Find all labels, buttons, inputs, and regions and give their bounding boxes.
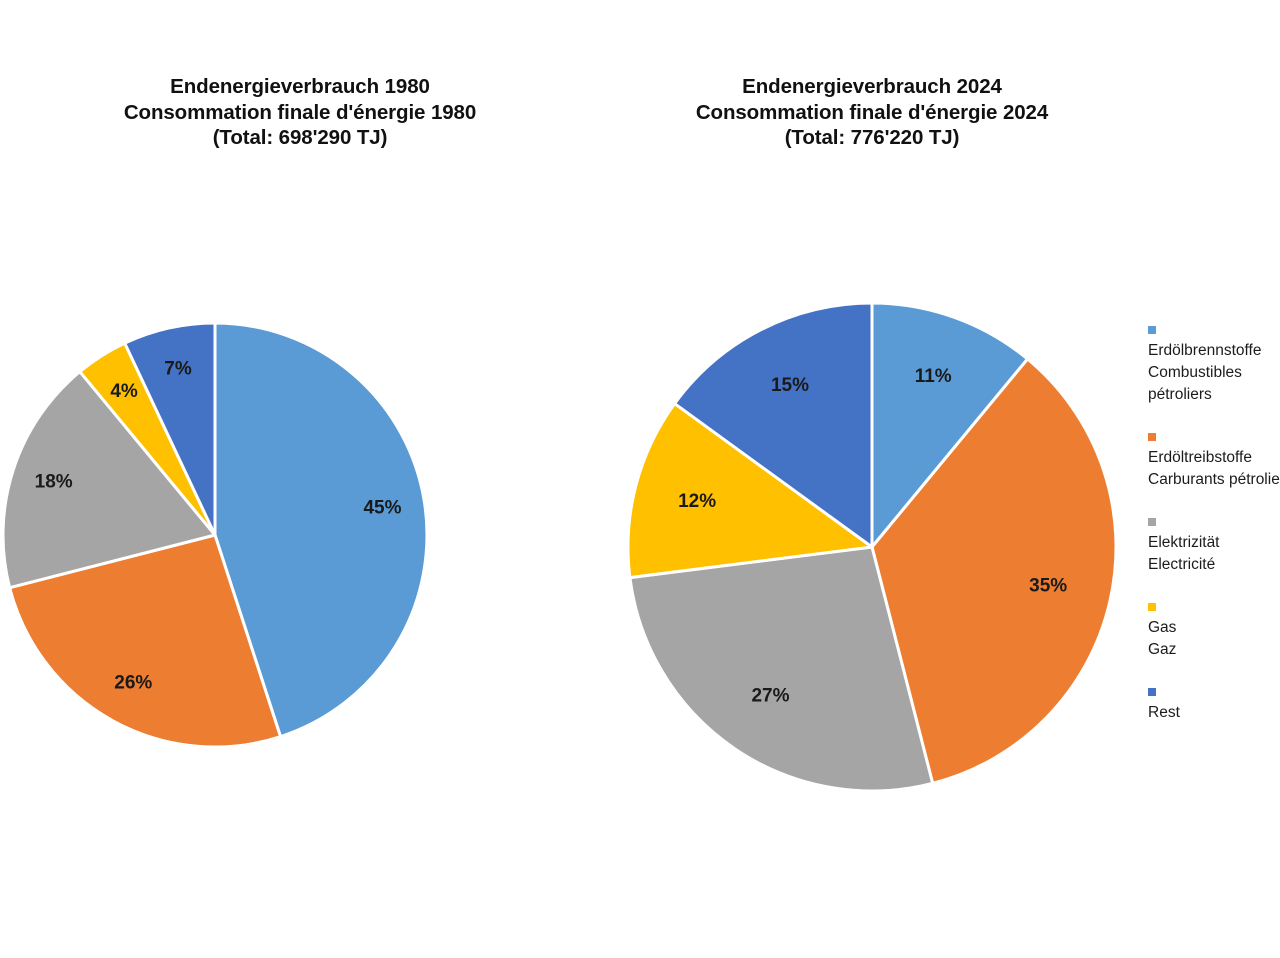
legend-item-label-line: Gaz	[1148, 641, 1177, 658]
legend-item-label: Elektrizität Electricité	[1148, 512, 1280, 576]
legend-item[interactable]: Rest	[1148, 680, 1280, 724]
pie-slice-label: 26%	[114, 673, 152, 694]
legend-swatch-icon	[1148, 688, 1156, 696]
pie-slice	[8, 533, 283, 749]
legend-item[interactable]: Erdöltreibstoffe Carburants pétroliers	[1148, 425, 1280, 491]
chart-title-2024: Endenergieverbrauch 2024 Consommation fi…	[602, 74, 1142, 151]
pie-slice	[626, 402, 874, 580]
chart-title-2024-line-fr: Consommation finale d'énergie 2024	[695, 100, 1049, 124]
chart-title-1980-line-fr: Consommation finale d'énergie 1980	[123, 100, 477, 124]
chart-title-2024-line-de: Endenergieverbrauch 2024	[742, 75, 1002, 98]
pie-slice-label: 11%	[915, 366, 952, 387]
legend-item[interactable]: Erdölbrennstoffe Combustibles pétroliers	[1148, 318, 1280, 406]
pie-slice-label: 35%	[1029, 575, 1067, 596]
legend-swatch-icon	[1148, 518, 1156, 526]
legend-item-label-line: Electricité	[1148, 556, 1216, 573]
legend-item-label-line: Elektrizität	[1148, 534, 1220, 551]
legend-item-label-line: Carburants pétroliers	[1148, 471, 1280, 488]
legend-item-label: Erdöltreibstoffe Carburants pétroliers	[1148, 427, 1280, 491]
pie-slice-label: 7%	[164, 359, 192, 380]
legend-item[interactable]: Gas Gaz	[1148, 595, 1280, 661]
pie-slice-label: 45%	[363, 498, 401, 519]
pie-chart-2024: 11% 35% 27% 12% 15%	[592, 267, 1152, 827]
chart-title-1980-line-total: (Total: 698'290 TJ)	[212, 126, 388, 149]
pie-slice-label: 27%	[751, 685, 789, 706]
pie-chart-1980-svg: 45% 26% 18% 4% 7%	[1, 321, 429, 749]
pie-slice	[870, 301, 1030, 549]
legend-swatch-icon	[1148, 433, 1156, 441]
chart-legend: Erdölbrennstoffe Combustibles pétroliers Er…	[1148, 318, 1280, 724]
legend-item-label-line: Gas	[1148, 619, 1177, 636]
pie-slice-label: 15%	[771, 375, 809, 396]
legend-swatch-icon	[1148, 326, 1156, 334]
legend-item-label: Erdölbrennstoffe Combustibles pétroliers	[1148, 320, 1280, 406]
legend-item[interactable]: Elektrizität Electricité	[1148, 510, 1280, 576]
legend-item-label-line: Rest	[1148, 704, 1180, 721]
chart-title-1980: Endenergieverbrauch 1980 Consommation fi…	[30, 74, 570, 151]
legend-item-label: Gas Gaz	[1148, 597, 1280, 661]
pie-slice-label: 4%	[110, 381, 138, 402]
legend-item-label-line: Combustibles	[1148, 364, 1242, 381]
chart-title-1980-line-de: Endenergieverbrauch 1980	[170, 75, 430, 98]
pie-slice	[628, 545, 935, 793]
legend-item-label: Rest	[1148, 682, 1280, 724]
pie-slice	[1, 370, 217, 590]
legend-swatch-icon	[1148, 603, 1156, 611]
pie-chart-1980: 45% 26% 18% 4% 7%	[0, 275, 475, 795]
legend-item-label-line: Erdöltreibstoffe	[1148, 449, 1252, 466]
pie-slice	[213, 321, 429, 739]
pie-slice-label: 12%	[678, 491, 716, 512]
pie-slice	[870, 357, 1118, 785]
pie-slice	[673, 301, 874, 549]
pie-chart-2024-svg: 11% 35% 27% 12% 15%	[626, 301, 1118, 793]
pie-slice-label: 18%	[35, 472, 73, 493]
legend-item-label-line: Erdölbrennstoffe	[1148, 342, 1262, 359]
legend-item-label-line: pétroliers	[1148, 386, 1212, 403]
pie-slice	[123, 321, 217, 537]
chart-title-2024-line-total: (Total: 776'220 TJ)	[784, 126, 960, 149]
